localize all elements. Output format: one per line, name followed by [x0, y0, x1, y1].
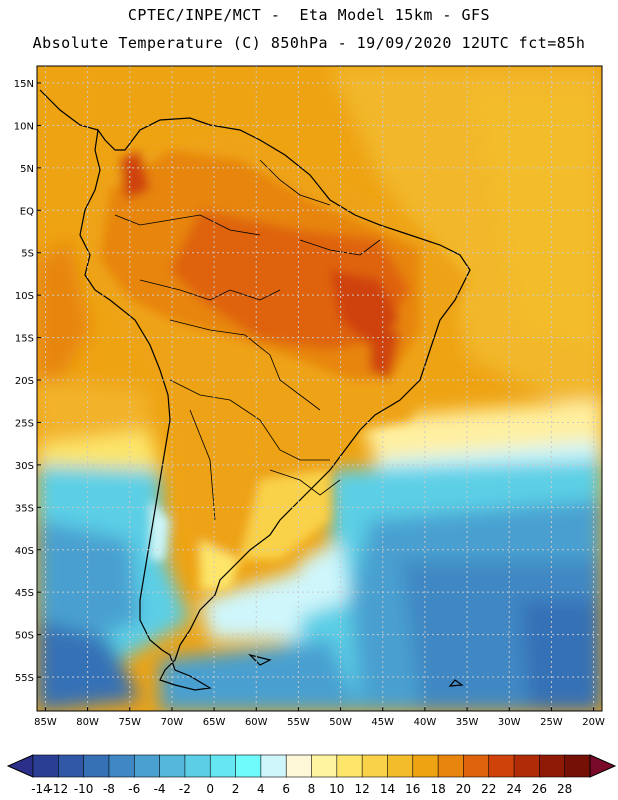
- colorbar-swatch: [412, 754, 439, 778]
- map-title-line-2: Absolute Temperature (C) 850hPa - 19/09/…: [32, 34, 586, 52]
- colorbar-swatch: [311, 754, 338, 778]
- lat-label: 10N: [14, 121, 34, 132]
- colorbar-label: 18: [430, 782, 445, 796]
- lat-label: 40S: [15, 546, 34, 557]
- colorbar-swatch: [285, 754, 313, 778]
- colorbar-label: -8: [103, 782, 115, 796]
- colorbar-swatch: [83, 754, 110, 778]
- lat-label: 15N: [14, 79, 34, 90]
- temperature-field: [37, 66, 602, 711]
- lon-label: 60W: [245, 717, 268, 728]
- lat-label: 20S: [15, 376, 34, 387]
- temperature-colorbar: -14-12 -10 -8 -6 -4 -2 0 2 4 6 8 10 12 14 16 18 20 22 24 26…: [6, 754, 617, 796]
- lon-label: 70W: [161, 717, 184, 728]
- lon-label: 35W: [456, 717, 479, 728]
- axis-ticks: [37, 82, 595, 711]
- colorbar-label: 28: [557, 782, 572, 796]
- colorbar-under-arrow: [6, 754, 34, 778]
- colorbar-label: 24: [506, 782, 521, 796]
- colorbar-label: 6: [282, 782, 290, 796]
- colorbar-label: -10: [74, 782, 94, 796]
- latitude-labels: 15N 10N 5N EQ 5S 10S 15S 20S 25S 30S 35S 40S 45S 50S 5…: [14, 79, 34, 684]
- colorbar-swatch: [437, 754, 465, 778]
- colorbar-label: 0: [206, 782, 214, 796]
- lat-label: 5S: [21, 249, 34, 260]
- lat-label: 50S: [15, 631, 34, 642]
- colorbar-label: 22: [481, 782, 496, 796]
- colorbar-swatch: [488, 754, 515, 778]
- map-title-line-1: CPTEC/INPE/MCT - Eta Model 15km - GFS: [127, 6, 491, 24]
- colorbar-label: 4: [257, 782, 265, 796]
- lon-label: 75W: [118, 717, 141, 728]
- colorbar-label: 16: [405, 782, 420, 796]
- colorbar-over-arrow: [589, 754, 617, 778]
- lat-label: 10S: [15, 291, 34, 302]
- colorbar-label: -14: [31, 782, 51, 796]
- colorbar-label: 10: [329, 782, 344, 796]
- lon-label: 55W: [287, 717, 310, 728]
- colorbar-label: -4: [154, 782, 166, 796]
- lon-label: 20W: [582, 717, 605, 728]
- colorbar-swatch: [361, 754, 389, 778]
- lon-label: 65W: [203, 717, 226, 728]
- lat-label: 55S: [15, 673, 34, 684]
- lon-label: 80W: [76, 717, 99, 728]
- lon-label: 50W: [329, 717, 352, 728]
- colorbar-swatch: [108, 754, 136, 778]
- map-frame: [36, 65, 603, 712]
- colorbar-swatch: [513, 754, 541, 778]
- colorbar-swatch: [387, 754, 414, 778]
- colorbar-label: 14: [380, 782, 395, 796]
- lat-label: 35S: [15, 503, 34, 514]
- coastline: [39, 89, 471, 691]
- lat-label: 5N: [20, 164, 34, 175]
- colorbar-swatch: [336, 754, 363, 778]
- lat-label: 45S: [15, 588, 34, 599]
- colorbar-swatch: [235, 754, 262, 778]
- colorbar-swatch: [209, 754, 237, 778]
- lon-label: 45W: [371, 717, 394, 728]
- colorbar-swatch: [58, 754, 85, 778]
- colorbar-label: 12: [354, 782, 369, 796]
- colorbar-label: 2: [232, 782, 240, 796]
- lon-label: 30W: [498, 717, 521, 728]
- colorbar-swatch: [184, 754, 212, 778]
- colorbar-swatch: [260, 754, 287, 778]
- colorbar-swatch: [32, 754, 60, 778]
- colorbar-swatch: [539, 754, 566, 778]
- colorbar-label: -12: [49, 782, 69, 796]
- lon-label: 40W: [414, 717, 437, 728]
- lon-label: 85W: [34, 717, 57, 728]
- longitude-labels: 85W 80W 75W 70W 65W 60W 55W 50W 45W 40W 35W 30W 25W 2…: [34, 717, 605, 728]
- colorbar-label: 20: [456, 782, 471, 796]
- lat-label: 30S: [15, 461, 34, 472]
- colorbar-label: -6: [128, 782, 140, 796]
- country-borders: [114, 159, 381, 521]
- lat-label: 25S: [15, 418, 34, 429]
- lon-label: 25W: [540, 717, 563, 728]
- colorbar-label: -2: [179, 782, 191, 796]
- colorbar-swatch: [564, 754, 591, 778]
- colorbar-label: 26: [532, 782, 547, 796]
- lat-label: EQ: [20, 206, 34, 217]
- lat-label: 15S: [15, 334, 34, 345]
- map-grid: [37, 66, 602, 711]
- colorbar-swatch: [463, 754, 490, 778]
- colorbar-swatch: [133, 754, 161, 778]
- colorbar-label: 8: [308, 782, 316, 796]
- colorbar-swatch: [159, 754, 186, 778]
